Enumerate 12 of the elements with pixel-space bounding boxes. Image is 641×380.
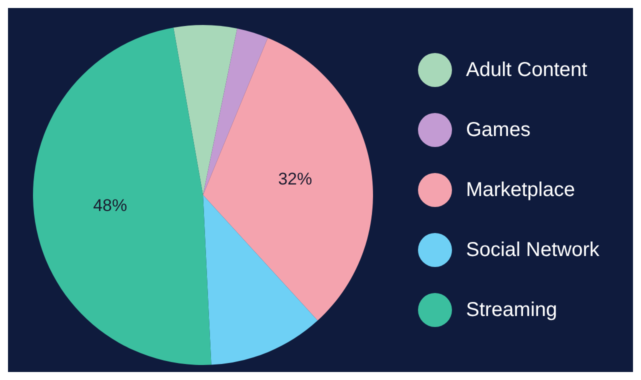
legend-label: Adult Content [466,58,588,82]
legend-label: Games [466,118,530,142]
pie-slice [33,28,212,365]
pie-slice [203,28,268,195]
legend-label: Social Network [466,238,600,262]
data-label: 32% [278,169,312,188]
pie-slice [203,195,318,365]
legend-label: Marketplace [466,178,575,202]
data-label: 48% [93,196,128,215]
pie-slice [203,38,373,321]
pie-slice [173,25,238,195]
legend-label: Streaming [466,298,558,322]
